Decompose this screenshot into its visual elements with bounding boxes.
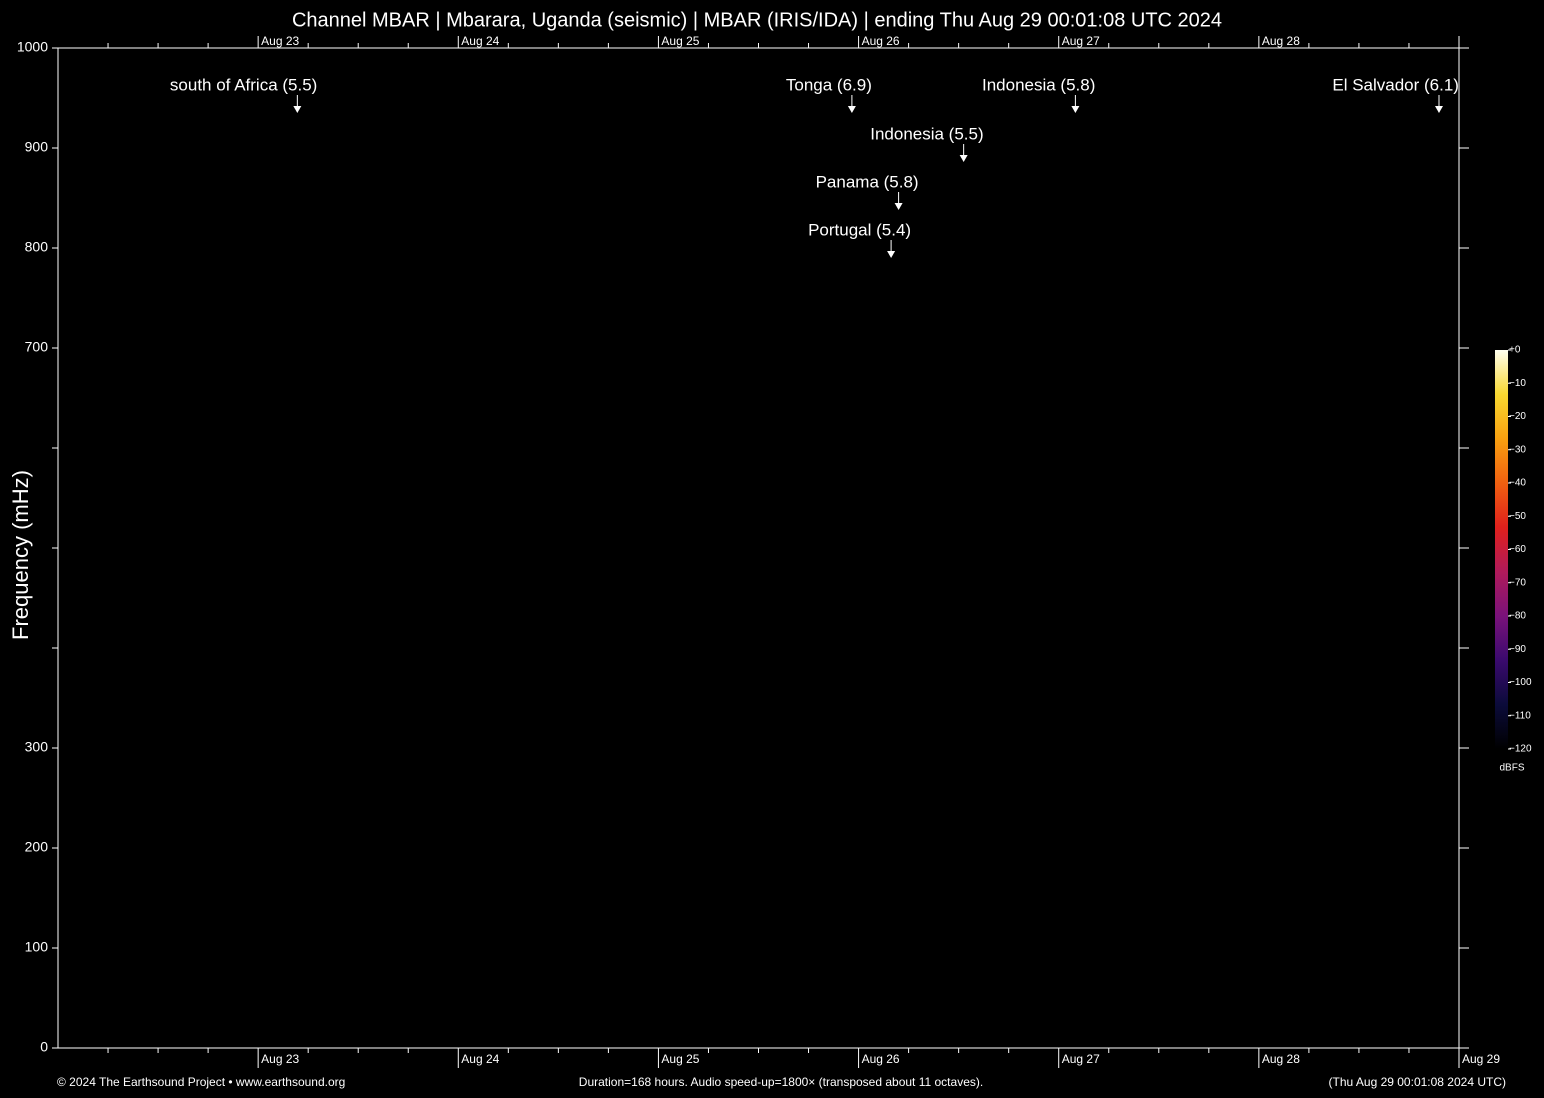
y-tick-label: 100 — [25, 939, 49, 955]
plot-area — [57, 47, 1460, 1049]
event-label: Portugal (5.4) — [808, 220, 911, 239]
colorbar-tick-label: −50 — [1509, 511, 1526, 522]
event-label: south of Africa (5.5) — [170, 75, 317, 94]
colorbar-tick-label: −110 — [1509, 710, 1531, 721]
event-label: Tonga (6.9) — [786, 75, 872, 94]
y-tick-label: 0 — [40, 1039, 48, 1055]
y-tick-label: 200 — [25, 839, 49, 855]
colorbar-tick-label: +0 — [1509, 345, 1521, 356]
event-label: Indonesia (5.5) — [870, 124, 983, 143]
event-arrow-head — [847, 106, 856, 113]
colorbar — [1495, 350, 1508, 749]
footer-center: Duration=168 hours. Audio speed-up=1800×… — [579, 1075, 983, 1089]
y-tick-label: 800 — [25, 239, 49, 255]
x-tick-label: Aug 27 — [1062, 1052, 1100, 1066]
x-tick-label: Aug 23 — [261, 1052, 299, 1066]
y-tick-label: 700 — [25, 339, 49, 355]
x-tick-label-top: Aug 23 — [261, 34, 299, 48]
x-tick-label: Aug 24 — [461, 1052, 499, 1066]
footer-left: © 2024 The Earthsound Project • www.eart… — [57, 1075, 345, 1089]
colorbar-tick-label: −80 — [1509, 611, 1526, 622]
event-label: Indonesia (5.8) — [982, 75, 1095, 94]
x-tick-label: Aug 26 — [862, 1052, 900, 1066]
event-arrow-head — [959, 155, 968, 162]
event-label: Panama (5.8) — [816, 172, 919, 191]
y-axis-label: Frequency (mHz) — [8, 470, 33, 640]
x-tick-label: Aug 29 — [1462, 1052, 1500, 1066]
event-arrow-head — [293, 106, 302, 113]
x-tick-label-top: Aug 24 — [461, 34, 499, 48]
x-tick-label-top: Aug 25 — [661, 34, 699, 48]
y-tick-label: 1000 — [17, 39, 48, 55]
colorbar-label: dBFS — [1499, 763, 1524, 774]
y-tick-label: 900 — [25, 139, 49, 155]
colorbar-tick-label: −90 — [1509, 644, 1526, 655]
x-tick-label-top: Aug 28 — [1262, 34, 1300, 48]
colorbar-tick-label: −70 — [1509, 577, 1526, 588]
colorbar-tick-label: −40 — [1509, 478, 1526, 489]
y-tick-label: 300 — [25, 739, 49, 755]
event-arrow-head — [1071, 106, 1080, 113]
event-arrow-head — [1434, 106, 1443, 113]
footer-right: (Thu Aug 29 00:01:08 2024 UTC) — [1329, 1075, 1506, 1089]
x-tick-label-top: Aug 26 — [862, 34, 900, 48]
colorbar-tick-label: −20 — [1509, 411, 1526, 422]
colorbar-tick-label: −60 — [1509, 544, 1526, 555]
event-arrow-head — [887, 251, 896, 258]
event-label: El Salvador (6.1) — [1332, 75, 1459, 94]
colorbar-tick-label: −100 — [1509, 677, 1532, 688]
x-tick-label: Aug 28 — [1262, 1052, 1300, 1066]
colorbar-tick-label: −120 — [1509, 744, 1532, 755]
event-arrow-head — [894, 203, 903, 210]
x-tick-label: Aug 25 — [661, 1052, 699, 1066]
colorbar-tick-label: −30 — [1509, 444, 1526, 455]
x-tick-label-top: Aug 27 — [1062, 34, 1100, 48]
chart-title: Channel MBAR | Mbarara, Uganda (seismic)… — [292, 9, 1222, 31]
colorbar-tick-label: −10 — [1509, 378, 1526, 389]
